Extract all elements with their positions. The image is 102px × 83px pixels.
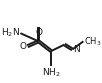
Text: N: N [73, 45, 80, 54]
Text: O: O [35, 27, 42, 37]
Text: H$_2$N: H$_2$N [1, 27, 20, 39]
Text: NH$_2$: NH$_2$ [42, 66, 60, 79]
Text: O: O [19, 42, 26, 51]
Text: CH$_3$: CH$_3$ [84, 35, 101, 48]
